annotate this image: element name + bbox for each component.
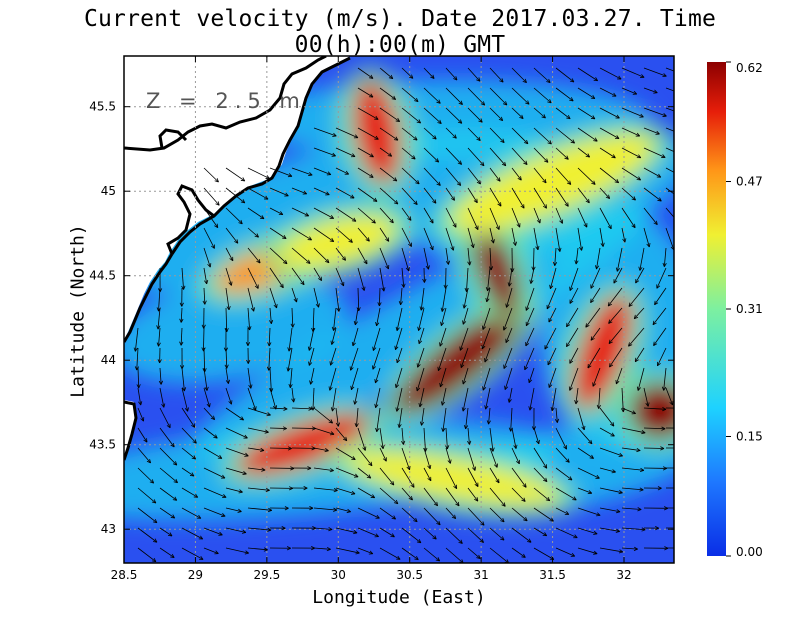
colorbar-tick-label: 0.62 xyxy=(736,61,763,75)
y-tick-label: 44.5 xyxy=(89,269,116,283)
speed-feature-jet-south xyxy=(236,414,369,476)
colorbar-tick-label: 0.47 xyxy=(736,175,763,189)
y-tick-label: 43 xyxy=(101,522,116,536)
velocity-vectors xyxy=(133,67,674,563)
colorbar-tick-label: 0.15 xyxy=(736,429,763,443)
x-tick-label: 31 xyxy=(474,568,489,582)
y-axis-label: Latitude (North) xyxy=(67,224,89,398)
y-tick-label: 44 xyxy=(101,353,116,367)
x-tick-label: 29 xyxy=(188,568,203,582)
x-axis-label: Longitude (East) xyxy=(312,587,486,608)
x-tick-label: 30 xyxy=(331,568,346,582)
colorbar-ticks: 0.00 0.15 0.31 0.47 0.62 xyxy=(726,61,763,559)
x-tick-label: 28.5 xyxy=(111,568,138,582)
x-axis-ticks: 28.5 29 29.5 30 30.5 31 31.5 32 xyxy=(111,56,632,582)
x-tick-label: 31.5 xyxy=(539,568,566,582)
colorbar xyxy=(707,62,726,556)
coastline-mainland xyxy=(170,56,351,255)
speed-feature-jet-east-edge xyxy=(629,382,674,439)
y-tick-label: 43.5 xyxy=(89,438,116,452)
land-area xyxy=(124,56,350,340)
coastline-delta xyxy=(124,56,327,152)
coastline-liman xyxy=(166,184,215,255)
colorbar-tick-label: 0.31 xyxy=(736,302,763,316)
speed-feature-band-s xyxy=(344,451,561,506)
coastline-west xyxy=(124,253,174,343)
map-title: Current velocity (m/s). Date 2017.03.27.… xyxy=(83,6,717,58)
x-tick-label: 30.5 xyxy=(396,568,423,582)
y-tick-label: 45.5 xyxy=(89,100,116,114)
y-axis-ticks: 43 43.5 44 44.5 45 45.5 xyxy=(89,100,674,536)
coastline-southwest xyxy=(124,400,138,461)
plot-frame xyxy=(123,55,675,564)
y-tick-label: 45 xyxy=(101,184,116,198)
colorbar-tick-label: 0.00 xyxy=(736,545,763,559)
land-area-south xyxy=(124,400,136,458)
x-tick-label: 32 xyxy=(616,568,631,582)
speed-feature-jet-east xyxy=(573,294,632,409)
coastline-lagoon xyxy=(158,128,188,149)
depth-label: Z = 2.5 m xyxy=(146,89,306,113)
gridlines xyxy=(124,56,674,563)
x-tick-label: 29.5 xyxy=(253,568,280,582)
